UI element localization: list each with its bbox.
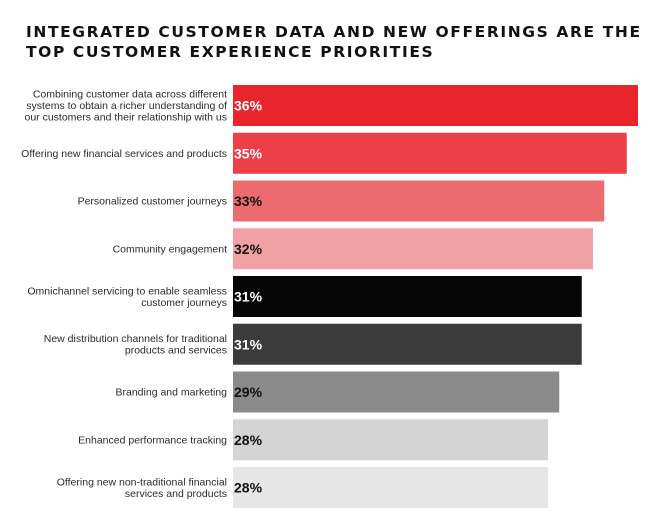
bar (233, 228, 593, 270)
chart-title: INTEGRATED CUSTOMER DATA AND NEW OFFERIN… (26, 22, 646, 62)
bar-group: 32% Community engagement (113, 228, 593, 270)
bar (233, 276, 582, 317)
category-label: Omnichannel servicing to enable seamless… (27, 285, 227, 309)
category-label-line: Offering new non-traditional financial (57, 476, 227, 488)
category-label-line: customer journeys (141, 297, 227, 309)
bar (233, 467, 548, 508)
category-label-line: our customers and their relationship wit… (24, 112, 227, 124)
chart-title-line-1: INTEGRATED CUSTOMER DATA AND NEW OFFERIN… (26, 23, 642, 41)
bar-group: 28% Offering new non-traditional financia… (57, 467, 548, 508)
bar (233, 419, 548, 461)
category-label-line: services and products (125, 488, 227, 500)
category-label-line: Omnichannel servicing to enable seamless (27, 285, 227, 297)
category-label: New distribution channels for traditiona… (44, 333, 227, 357)
category-label-line: Offering new financial services and prod… (21, 148, 227, 160)
category-label: Combining customer data across different… (24, 89, 227, 124)
bar-value-label: 32% (234, 241, 263, 257)
category-label-line: New distribution channels for traditiona… (44, 333, 227, 345)
bar-value-label: 31% (234, 289, 263, 305)
bar-value-label: 33% (234, 193, 263, 209)
bar-group: 31% New distribution channels for traditi… (44, 323, 582, 365)
bar-group: 31% Omnichannel servicing to enable seaml… (27, 276, 582, 317)
bar-value-label: 28% (234, 432, 263, 448)
bar-group: 28% Enhanced performance tracking (78, 419, 548, 461)
category-label: Enhanced performance tracking (78, 434, 227, 446)
bar-value-label: 31% (234, 336, 263, 352)
bar-value-label: 28% (234, 480, 263, 496)
chart-title-line-2: TOP CUSTOMER EXPERIENCE PRIORITIES (26, 43, 435, 61)
bar-value-label: 36% (234, 98, 263, 114)
bar-group: 33% Personalized customer journeys (78, 180, 605, 222)
bar-group: 36% Combining customer data across differ… (24, 85, 638, 126)
bar-value-label: 35% (234, 145, 263, 161)
bar (233, 371, 560, 413)
category-label-line: Community engagement (113, 243, 227, 255)
category-label-line: Personalized customer journeys (78, 196, 227, 208)
bar-group: 35% Offering new financial services and p… (21, 132, 627, 174)
category-label-line: products and services (125, 345, 227, 357)
category-label-line: Combining customer data across different (33, 89, 227, 101)
bar-group: 29% Branding and marketing (116, 371, 560, 413)
bar (233, 180, 605, 222)
category-label: Offering new non-traditional financial se… (57, 476, 227, 500)
bar (233, 132, 627, 174)
category-label: Personalized customer journeys (78, 196, 227, 208)
bar (233, 323, 582, 365)
category-label-line: Enhanced performance tracking (78, 434, 227, 446)
category-label-line: systems to obtain a richer understanding… (26, 100, 227, 112)
category-label: Community engagement (113, 243, 227, 255)
bar-value-label: 29% (234, 384, 263, 400)
bar (233, 85, 638, 126)
category-label-line: Branding and marketing (116, 387, 228, 399)
category-label: Offering new financial services and prod… (21, 148, 227, 160)
category-label: Branding and marketing (116, 387, 228, 399)
